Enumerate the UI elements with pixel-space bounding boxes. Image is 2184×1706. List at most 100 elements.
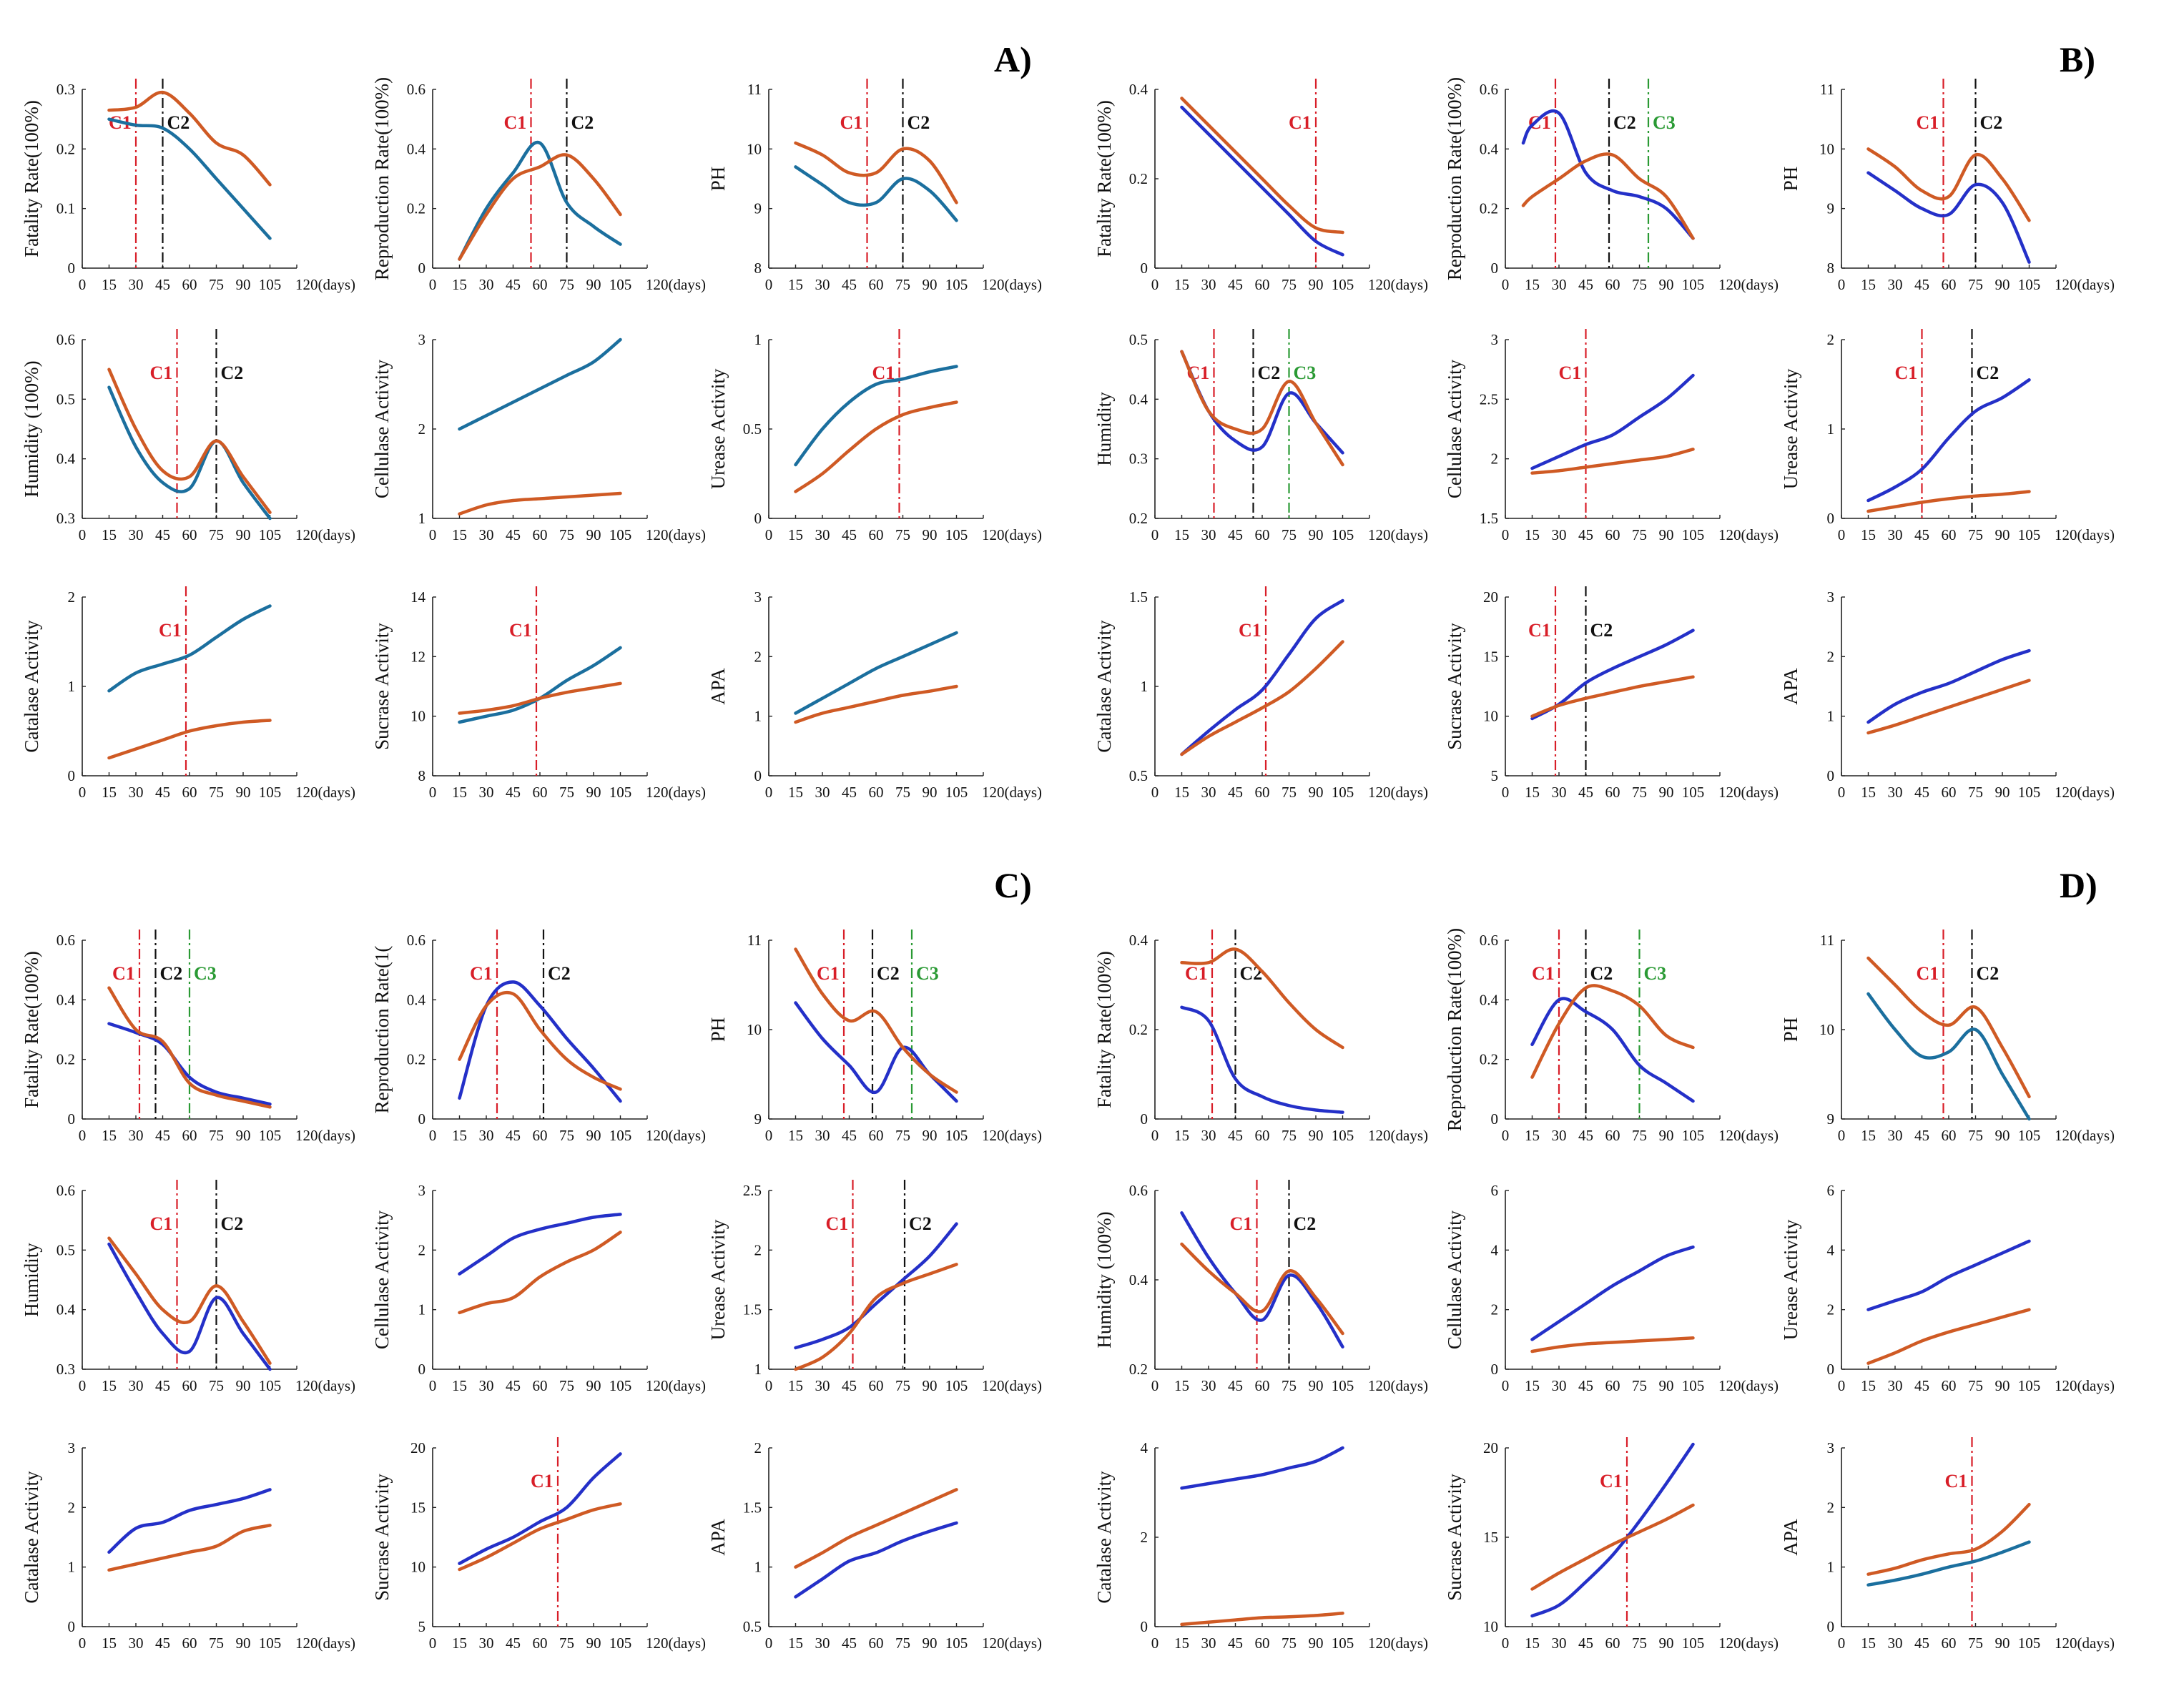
y-tick-label: 0.2	[1480, 1051, 1498, 1068]
subplot-b-1: 0 15 30 45 60 75 90 105 120(days) 0 0.2 0.4 Fatality…	[1093, 79, 1428, 293]
series-blue-line	[107, 1022, 272, 1106]
x-tick-label: 30	[815, 276, 830, 293]
y-tick-label: 4	[1141, 1439, 1148, 1456]
x-tick-label: 60	[1255, 1377, 1270, 1394]
x-tick-label: 75	[559, 1377, 574, 1394]
y-tick-label: 8	[418, 767, 426, 784]
subplot-a-2: 0 15 30 45 60 75 90 105 120(days) 0 0.2 0.4 0.6 Repro…	[371, 77, 706, 293]
x-tick-label: 60	[533, 784, 548, 801]
x-tick-label: 15	[1525, 1377, 1540, 1394]
series-blue-line	[794, 631, 958, 715]
series-orange-line	[1866, 1308, 2031, 1365]
x-tick-label: 90	[236, 1634, 251, 1652]
changepoint-label-c1: C1	[509, 620, 532, 641]
x-tick-label: 105	[609, 276, 632, 293]
x-tick-label: 75	[895, 276, 910, 293]
y-tick-label: 9	[754, 200, 762, 217]
subplot-c-6: 0 15 30 45 60 75 90 105 120(days) 1 1.5 2 2.5 Urease …	[707, 1180, 1042, 1394]
subplot-a-5: 0 15 30 45 60 75 90 105 120(days) 1 2 3 Cellulase Ac…	[371, 331, 706, 543]
y-tick-label: 0.6	[56, 331, 75, 348]
x-tick-label: 105	[259, 1634, 282, 1652]
y-tick-label: 2	[1491, 1301, 1499, 1318]
x-tick-label: 45	[842, 526, 857, 543]
x-tick-label: 75	[559, 1127, 574, 1144]
y-tick-label: 0.6	[407, 932, 426, 949]
x-tick-label: 90	[923, 1377, 938, 1394]
y-axis-label: APA	[707, 668, 729, 705]
x-tick-label: 75	[1968, 276, 1983, 293]
x-tick-label: 30	[129, 526, 144, 543]
x-tick-label: 0	[1502, 1377, 1510, 1394]
x-tick-label: 0	[429, 784, 437, 801]
x-tick-label: 75	[1282, 1634, 1297, 1652]
x-tick-label: 105	[945, 276, 968, 293]
x-tick-label: 30	[1888, 526, 1903, 543]
series-orange-line	[107, 90, 272, 187]
y-tick-label: 1	[1827, 420, 1835, 438]
changepoint-label-c3: C3	[1294, 363, 1317, 383]
y-axis-label: Catalase Activity	[21, 1471, 42, 1604]
changepoint-label-c2: C2	[548, 963, 571, 984]
changepoint-label-c1: C1	[150, 1213, 173, 1234]
subplot-b-3: 0 15 30 45 60 75 90 105 120(days) 8 9 10 11 PH C1 C2	[1780, 79, 2115, 293]
y-tick-label: 15	[1483, 648, 1498, 665]
x-tick-label: 90	[1659, 1634, 1674, 1652]
y-tick-label: 2	[1827, 331, 1835, 348]
y-tick-label: 3	[68, 1439, 76, 1456]
y-axis-label: Sucrase Activity	[1444, 623, 1465, 750]
x-tick-label: 60	[1605, 526, 1620, 543]
series-teal-line	[1866, 992, 2031, 1121]
x-tick-label: 60	[1255, 1634, 1270, 1652]
subplot-a-4: 0 15 30 45 60 75 90 105 120(days) 0.3 0.4 0.5 0.6 Hum…	[21, 329, 355, 543]
y-tick-label: 11	[747, 81, 762, 98]
series-blue-line	[1530, 373, 1695, 470]
x-tick-label: 45	[1914, 1127, 1929, 1144]
y-tick-label: 0	[1141, 1618, 1148, 1635]
x-tick-label: 105	[1332, 526, 1354, 543]
x-tick-label: 120(days)	[1718, 1377, 1779, 1394]
subplot-b-4: 0 15 30 45 60 75 90 105 120(days) 0.2 0.3 0.4 0.5 Hum…	[1093, 329, 1428, 543]
x-tick-label: 60	[1942, 1634, 1957, 1652]
x-tick-label: 105	[1332, 1127, 1354, 1144]
x-tick-label: 30	[815, 526, 830, 543]
x-tick-label: 45	[1578, 1127, 1593, 1144]
x-tick-label: 60	[1605, 1127, 1620, 1144]
y-tick-label: 4	[1491, 1241, 1499, 1258]
x-tick-label: 75	[209, 1634, 224, 1652]
x-tick-label: 60	[1942, 1127, 1957, 1144]
y-tick-label: 0.5	[743, 1618, 762, 1635]
x-tick-label: 30	[1888, 1127, 1903, 1144]
x-tick-label: 45	[1578, 1634, 1593, 1652]
x-tick-label: 60	[869, 526, 884, 543]
x-tick-label: 75	[1968, 1377, 1983, 1394]
y-tick-label: 0.3	[56, 81, 75, 98]
x-tick-label: 105	[2018, 1377, 2041, 1394]
x-tick-label: 0	[1838, 1634, 1846, 1652]
y-tick-label: 8	[754, 260, 762, 277]
series-blue-line	[794, 165, 958, 222]
y-tick-label: 1	[754, 708, 762, 725]
subplot-c-9: 0 15 30 45 60 75 90 105 120(days) 0.5 1 1.5 2 APA	[707, 1439, 1042, 1652]
y-tick-label: 0.3	[56, 510, 75, 527]
subplot-b-9: 0 15 30 45 60 75 90 105 120(days) 0 1 2 3 APA	[1780, 588, 2115, 801]
x-tick-label: 90	[586, 1377, 601, 1394]
x-tick-label: 30	[1552, 1634, 1567, 1652]
x-tick-label: 75	[895, 784, 910, 801]
y-axis-label: Sucrase Activity	[371, 623, 393, 750]
subplot-d-7: 0 15 30 45 60 75 90 105 120(days) 0 2 4 Catalase Act…	[1093, 1439, 1428, 1652]
series-blue-line	[107, 1488, 272, 1554]
x-tick-label: 45	[842, 276, 857, 293]
x-tick-label: 60	[182, 526, 197, 543]
series-orange-line	[1180, 1242, 1344, 1336]
x-tick-label: 90	[236, 1377, 251, 1394]
y-axis-label: Urease Activity	[1780, 1219, 1801, 1340]
x-tick-label: 0	[429, 1377, 437, 1394]
x-tick-label: 90	[586, 1127, 601, 1144]
y-axis-label: APA	[707, 1519, 729, 1556]
x-tick-label: 60	[533, 526, 548, 543]
x-tick-label: 0	[1151, 784, 1159, 801]
x-tick-label: 60	[869, 1377, 884, 1394]
y-tick-label: 0	[1827, 510, 1835, 527]
x-tick-label: 90	[586, 1634, 601, 1652]
x-tick-label: 0	[79, 1127, 87, 1144]
